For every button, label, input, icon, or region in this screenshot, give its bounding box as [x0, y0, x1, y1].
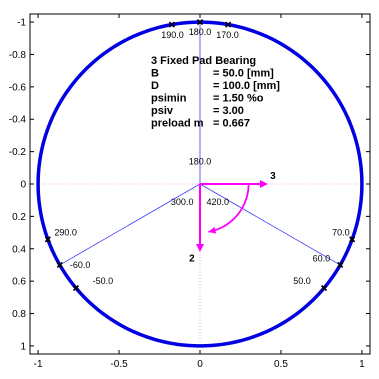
info-key-3: psimin [151, 93, 187, 105]
info-key-0: 3 Fixed Pad Bearing [151, 55, 256, 67]
marker-4 [337, 261, 344, 269]
pad-line-label-1: 300.0 [171, 197, 194, 207]
marker-0 [225, 21, 232, 28]
vector-head-0 [260, 180, 268, 188]
x-tick-label-4: 1 [359, 359, 365, 370]
marker-label-1: 180.0 [189, 27, 212, 37]
x-tick-label-0: -1 [34, 359, 43, 370]
pad-line-label-2: 420.0 [207, 197, 230, 207]
marker-6 [44, 236, 51, 243]
marker-label-4: -60.0 [70, 260, 91, 270]
info-value-3: = 1.50 %o [213, 93, 264, 105]
vector-label-0: 3 [270, 171, 276, 182]
marker-label-6: 70.0 [332, 228, 350, 238]
info-key-4: psiv [151, 105, 174, 117]
marker-1 [196, 19, 204, 26]
pad-guide-lines: 180.0 300.0 420.0 [59, 22, 341, 266]
info-value-4: = 3.00 [213, 105, 244, 117]
marker-8 [72, 285, 80, 292]
vectors: 32 [189, 171, 276, 265]
x-tick-label-1: -0.5 [110, 359, 128, 370]
y-tick-label-1: -0.8 [9, 50, 27, 61]
info-key-2: D [151, 80, 159, 92]
marker-2 [168, 21, 175, 28]
info-key-1: B [151, 68, 159, 80]
y-tick-label-4: -0.2 [9, 147, 27, 158]
rotation-arrow [208, 183, 250, 233]
pad-line-2 [59, 183, 201, 266]
y-tick-label-7: 0.4 [12, 244, 26, 255]
axis-ticks: -1 -0.5 0 0.5 1 -1 -0.8 -0.6 -0.4 -0.2 0 0.2 0.4 0.6 0… [9, 14, 370, 370]
info-value-5: = 0.667 [213, 118, 250, 130]
x-tick-label-2: 0 [197, 359, 203, 370]
y-tick-label-5: 0 [20, 180, 26, 191]
marker-label-5: -50.0 [93, 276, 114, 286]
y-tick-label-6: 0.2 [12, 212, 26, 223]
y-tick-label-0: -1 [17, 18, 26, 29]
marker-label-3: 290.0 [54, 228, 77, 238]
info-key-5: preload m [151, 118, 204, 130]
marker-5 [320, 285, 328, 292]
y-tick-label-2: -0.6 [9, 82, 27, 93]
y-tick-label-9: 0.8 [12, 309, 26, 320]
marker-7 [56, 261, 63, 269]
y-tick-label-10: 1 [20, 341, 26, 352]
marker-label-7: 60.0 [313, 253, 331, 263]
marker-label-2: 170.0 [216, 30, 239, 40]
marker-3 [349, 236, 356, 243]
pad-markers: 190.0 180.0 170.0 290.0 -60.0-50.0 70.0 60.0 50… [44, 19, 356, 292]
pad-line-1 [199, 183, 341, 266]
rotation-arrow-head [208, 226, 217, 234]
marker-label-8: 50.0 [293, 276, 311, 286]
info-value-1: = 50.0 [mm] [213, 68, 274, 80]
y-tick-label-3: -0.4 [9, 115, 27, 126]
info-value-2: = 100.0 [mm] [213, 80, 280, 92]
vector-label-1: 2 [189, 253, 195, 264]
marker-label-0: 190.0 [161, 30, 184, 40]
pad-line-label-0: 180.0 [189, 156, 212, 166]
x-tick-label-3: 0.5 [274, 359, 288, 370]
y-tick-label-8: 0.6 [12, 277, 26, 288]
vector-head-1 [196, 244, 204, 252]
